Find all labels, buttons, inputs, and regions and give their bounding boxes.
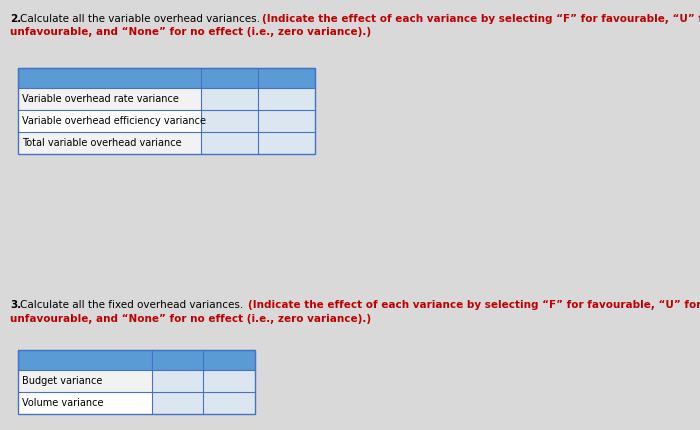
Bar <box>258 132 315 154</box>
Text: Variable overhead efficiency variance: Variable overhead efficiency variance <box>22 116 206 126</box>
Text: Volume variance: Volume variance <box>22 398 104 408</box>
Text: unfavourable, and “None” for no effect (i.e., zero variance).): unfavourable, and “None” for no effect (… <box>10 314 371 324</box>
Bar <box>258 110 315 132</box>
Text: Budget variance: Budget variance <box>22 376 102 386</box>
Bar <box>18 110 201 132</box>
Bar <box>258 88 315 110</box>
Text: Variable overhead rate variance: Variable overhead rate variance <box>22 94 179 104</box>
Bar <box>18 88 201 110</box>
Bar <box>18 68 315 88</box>
Text: 2.: 2. <box>10 14 21 24</box>
Text: (Indicate the effect of each variance by selecting “F” for favourable, “U” for: (Indicate the effect of each variance by… <box>248 300 700 310</box>
Bar <box>18 68 315 154</box>
Bar <box>152 370 203 392</box>
Bar <box>201 88 258 110</box>
Bar <box>18 392 152 414</box>
Text: unfavourable, and “None” for no effect (i.e., zero variance).): unfavourable, and “None” for no effect (… <box>10 27 371 37</box>
Bar <box>18 350 255 414</box>
Bar <box>18 350 255 370</box>
Bar <box>203 392 255 414</box>
Bar <box>152 392 203 414</box>
Text: (Indicate the effect of each variance by selecting “F” for favourable, “U” for: (Indicate the effect of each variance by… <box>262 14 700 24</box>
Bar <box>18 370 152 392</box>
Text: Calculate all the fixed overhead variances.: Calculate all the fixed overhead varianc… <box>20 300 244 310</box>
Text: Total variable overhead variance: Total variable overhead variance <box>22 138 181 148</box>
Bar <box>201 132 258 154</box>
Text: 3.: 3. <box>10 300 21 310</box>
Bar <box>203 370 255 392</box>
Bar <box>18 132 201 154</box>
Text: Calculate all the variable overhead variances.: Calculate all the variable overhead vari… <box>20 14 260 24</box>
Bar <box>201 110 258 132</box>
